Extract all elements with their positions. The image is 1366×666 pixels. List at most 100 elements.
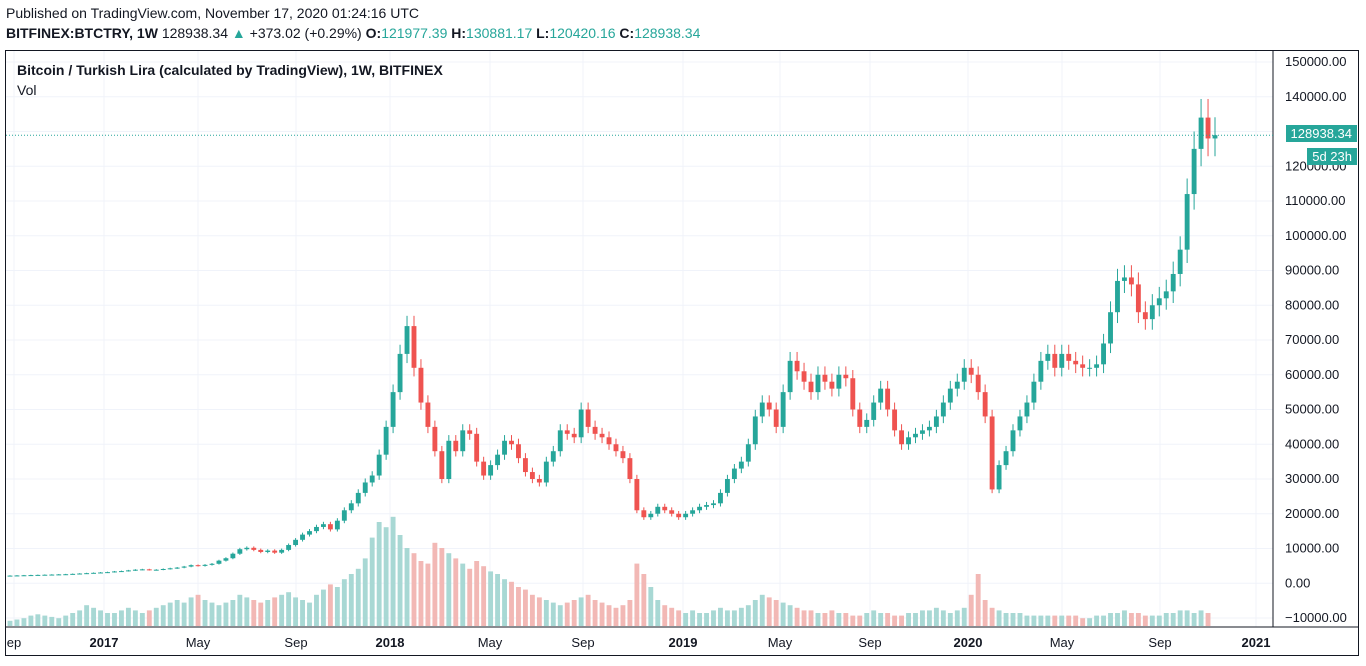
candle-body	[202, 564, 208, 566]
candle-body	[787, 360, 793, 393]
volume-bar	[230, 600, 236, 626]
volume-bar	[606, 605, 612, 626]
volume-bar	[1205, 613, 1211, 626]
y-tick-label: 20000.00	[1285, 506, 1339, 521]
x-tick-label: 2021	[1242, 635, 1271, 650]
candle-body	[230, 553, 236, 559]
change-arrow-icon: ▲	[231, 25, 246, 41]
candle-body	[899, 430, 904, 445]
volume-bar	[975, 574, 981, 626]
volume-bar	[334, 587, 340, 626]
candle-body	[606, 437, 612, 445]
ohlc-bar: BITFINEX:BTCTRY, 1W 128938.34 ▲ +373.02 …	[6, 25, 700, 41]
volume-bar	[488, 571, 494, 626]
volume-bar	[522, 589, 528, 626]
candle-body	[327, 524, 333, 530]
volume-bar	[425, 563, 431, 626]
change-value: +373.02 (+0.29%)	[249, 25, 362, 41]
volume-bar	[181, 602, 187, 626]
volume-bar	[112, 613, 117, 626]
volume-bar	[1010, 613, 1016, 626]
candle-body	[258, 549, 264, 552]
y-tick-label: 100000.00	[1285, 228, 1346, 243]
candle-body	[773, 409, 779, 427]
candle-body	[1170, 273, 1176, 292]
volume-bar	[119, 610, 124, 626]
y-tick-label: 40000.00	[1285, 436, 1339, 451]
last-price-label: 128938.34	[1285, 125, 1357, 142]
volume-bar	[125, 607, 131, 626]
volume-bar	[627, 600, 633, 626]
volume-bar	[961, 607, 967, 626]
candle-body	[28, 575, 34, 577]
volume-bar	[1066, 615, 1072, 626]
candle-body	[77, 573, 83, 575]
volume-bar	[223, 602, 229, 626]
candle-body	[724, 479, 730, 493]
volume-bar	[516, 587, 521, 626]
candle-body	[418, 367, 424, 403]
candle-body	[404, 326, 410, 354]
volume-bar	[202, 600, 208, 626]
candle-body	[488, 465, 494, 476]
volume-bar	[892, 615, 898, 626]
y-tick-label: 90000.00	[1285, 263, 1339, 278]
volume-bar	[1031, 615, 1037, 626]
volume-bar	[1170, 613, 1176, 626]
volume-bar	[237, 594, 243, 626]
candle-body	[738, 461, 744, 469]
candle-body	[662, 506, 668, 511]
volume-bar	[105, 613, 110, 626]
candle-body	[808, 381, 814, 393]
y-tick-label: 60000.00	[1285, 367, 1339, 382]
volume-bar	[864, 613, 870, 626]
volume-bar	[383, 527, 389, 626]
volume-bar	[794, 607, 800, 626]
candle-body	[383, 426, 389, 455]
candle-body	[926, 426, 932, 431]
candle-body	[42, 574, 48, 576]
volume-bar	[7, 620, 13, 626]
volume-bar	[529, 594, 535, 626]
candle-body	[906, 437, 911, 445]
candle-body	[125, 570, 131, 572]
candle-body	[683, 513, 689, 518]
x-tick-label: 2020	[954, 635, 983, 650]
candle-body	[146, 569, 152, 571]
x-tick-label: Sep	[1148, 635, 1171, 650]
volume-bar	[362, 558, 368, 626]
volume-bar	[1038, 615, 1044, 626]
volume-bar	[216, 605, 222, 626]
volume-bar	[926, 610, 932, 626]
x-tick-label: May	[478, 635, 503, 650]
volume-bar	[989, 607, 995, 626]
candle-body	[279, 549, 285, 553]
volume-bar	[21, 618, 27, 626]
volume-bar	[355, 568, 361, 626]
candle-body	[522, 458, 528, 473]
volume-bar	[84, 605, 90, 626]
candle-body	[188, 565, 194, 567]
candle-body	[314, 526, 319, 532]
volume-bar	[98, 610, 103, 626]
candle-body	[216, 560, 222, 564]
x-tick-label: 2019	[669, 635, 698, 650]
volume-bar	[787, 605, 793, 626]
volume-bar	[35, 614, 41, 626]
candle-body	[711, 503, 716, 506]
candle-body	[571, 433, 577, 438]
volume-bar	[913, 613, 918, 626]
volume-bar	[70, 613, 76, 626]
volume-bar	[376, 522, 382, 626]
candle-body	[1122, 277, 1127, 281]
candle-body	[731, 468, 737, 479]
candle-body	[871, 402, 877, 420]
x-tick-label: May	[768, 635, 793, 650]
candle-body	[112, 571, 117, 573]
volume-bar	[418, 561, 424, 626]
candle-body	[1115, 280, 1120, 313]
candle-body	[251, 547, 257, 550]
y-tick-label: 70000.00	[1285, 332, 1339, 347]
volume-bar	[56, 618, 62, 626]
